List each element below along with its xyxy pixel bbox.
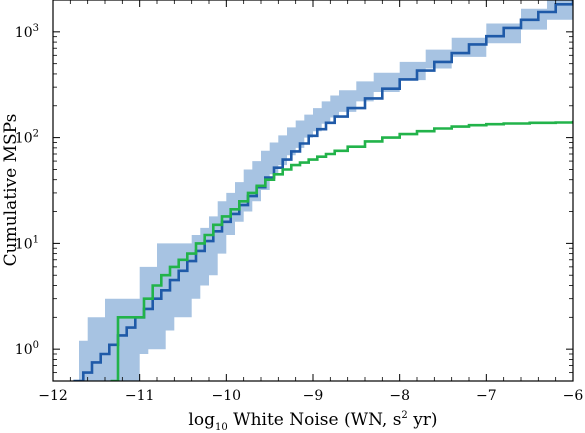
x-axis-label-suffix: yr) — [408, 410, 438, 430]
x-tick-label: −6 — [563, 388, 584, 404]
y-axis-label: Cumulative MSPs — [1, 114, 21, 267]
axis-ticks — [52, 0, 574, 382]
y-tick-label-exp: 1 — [33, 234, 39, 245]
x-tick-label: −9 — [303, 388, 324, 404]
x-axis-label-log: log — [188, 410, 215, 430]
y-tick-label-base: 10 — [15, 342, 33, 358]
series-line-green — [110, 120, 573, 381]
plot-area — [73, 0, 573, 381]
x-axis-label-sup: 2 — [401, 410, 407, 421]
y-tick-label-base: 10 — [15, 131, 33, 147]
x-axis-label: log10 White Noise (WN, s2 yr) — [188, 410, 437, 433]
y-tick-label-base: 10 — [15, 236, 33, 252]
x-tick-label: −10 — [212, 388, 242, 404]
x-axis-label-middle: White Noise (WN, s — [228, 410, 402, 430]
y-tick-label: 102 — [15, 129, 39, 147]
y-tick-label-base: 10 — [15, 25, 33, 41]
y-tick-label-exp: 3 — [33, 23, 39, 34]
y-tick-label: 103 — [15, 23, 39, 41]
y-tick-label: 100 — [15, 340, 39, 358]
x-tick-label: −8 — [389, 388, 410, 404]
confidence-band — [79, 0, 573, 381]
x-tick-label: −12 — [38, 388, 68, 404]
y-tick-label-exp: 2 — [33, 129, 39, 140]
y-tick-label-exp: 0 — [33, 340, 39, 351]
x-tick-label: −7 — [476, 388, 497, 404]
y-tick-label: 101 — [15, 234, 39, 252]
x-axis-label-sub: 10 — [215, 422, 228, 433]
x-tick-label: −11 — [125, 388, 155, 404]
